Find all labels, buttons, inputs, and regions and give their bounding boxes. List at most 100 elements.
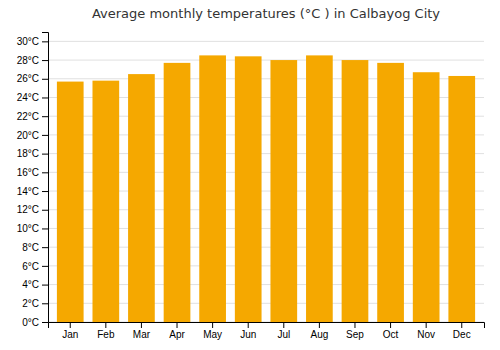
bar [270,60,297,322]
tick-mark [42,247,48,248]
bar [235,56,262,322]
tick: Apr [169,322,185,340]
tick-label: Feb [97,329,115,340]
tick-mark [461,322,462,328]
tick: May [203,322,222,340]
tick-mark [42,154,48,155]
tick: 26°C [17,73,48,84]
tick: Jul [277,322,290,340]
tick: 14°C [17,186,48,197]
tick: 28°C [17,55,48,66]
tick: Feb [97,322,115,340]
tick-label: 12°C [17,204,39,215]
tick: 30°C [17,36,48,47]
tick-mark [105,322,106,328]
tick-mark [426,322,427,328]
tick: 4°C [22,279,48,290]
tick-label: Sep [346,329,364,340]
tick-label: Jan [62,329,78,340]
grid-line [48,41,484,42]
tick-label: 4°C [22,279,39,290]
tick-label: 0°C [22,317,39,328]
tick-mark [42,79,48,80]
grid [48,41,484,322]
tick-mark [42,210,48,211]
tick: Jun [240,322,256,340]
tick: 12°C [17,204,48,215]
tick-mark [212,322,213,328]
bar [413,72,440,322]
bar [92,81,119,322]
tick-mark [42,285,48,286]
tick-mark [42,228,48,229]
tick-mark [283,322,284,328]
bars [57,55,475,322]
tick: Sep [346,322,364,340]
tick: 24°C [17,92,48,103]
bar [199,55,226,322]
tick: 6°C [22,261,48,272]
tick: Mar [133,322,151,340]
title: Average monthly temperatures (°C ) in Ca… [92,6,440,21]
tick-label: 8°C [22,242,39,253]
tick-label: 2°C [22,298,39,309]
tick-label: Nov [417,329,435,340]
tick-mark [42,322,48,323]
tick-label: 6°C [22,261,39,272]
axis-line [49,323,485,329]
tick-label: 16°C [17,167,39,178]
tick-mark [42,266,48,267]
tick: 16°C [17,167,48,178]
bar [306,55,333,322]
tick-mark [354,322,355,328]
tick-mark [70,322,71,328]
tick: 22°C [17,111,48,122]
bar [448,76,475,322]
tick-label: Jul [277,329,290,340]
tick: 10°C [17,223,48,234]
bar [377,63,404,322]
tick-mark [42,191,48,192]
axis-line [42,33,49,323]
y-axis: 0°C 2°C 4°C 6°C 8°C 10°C 12°C 14°C 16°C 18°C 20°C 2… [17,33,49,328]
tick: Dec [453,322,471,340]
tick-mark [141,322,142,328]
tick-mark [42,135,48,136]
tick-label: 22°C [17,111,39,122]
tick-label: Jun [240,329,256,340]
tick-label: Apr [169,329,185,340]
grid-line [48,60,484,61]
tick-mark [177,322,178,328]
tick-mark [42,116,48,117]
bar [342,60,369,322]
tick: Oct [383,322,399,340]
tick-mark [42,172,48,173]
tick-label: 10°C [17,223,39,234]
tick: 0°C [22,317,48,328]
tick: Aug [310,322,328,340]
chart: Jan Feb Mar Apr May Jun Jul Aug Sep Oct Nov Dec 0°C 2… [0,0,500,350]
tick-label: 28°C [17,55,39,66]
tick-label: 30°C [17,36,39,47]
plot-area: Jan Feb Mar Apr May Jun Jul Aug Sep Oct Nov Dec 0°C 2… [17,33,485,341]
tick: 18°C [17,148,48,159]
tick-label: 14°C [17,186,39,197]
bar [164,63,191,322]
tick-mark [42,41,48,42]
tick-label: Oct [383,329,399,340]
tick-label: 26°C [17,73,39,84]
tick-label: 20°C [17,130,39,141]
tick: 8°C [22,242,48,253]
tick-label: 18°C [17,148,39,159]
tick: Nov [417,322,435,340]
tick: 2°C [22,298,48,309]
x-axis: Jan Feb Mar Apr May Jun Jul Aug Sep Oct Nov Dec [49,322,485,340]
tick-label: 24°C [17,92,39,103]
tick-label: May [203,329,222,340]
tick-mark [42,97,48,98]
tick-mark [248,322,249,328]
bar [57,82,84,322]
tick-mark [390,322,391,328]
tick: 20°C [17,130,48,141]
tick-mark [42,60,48,61]
